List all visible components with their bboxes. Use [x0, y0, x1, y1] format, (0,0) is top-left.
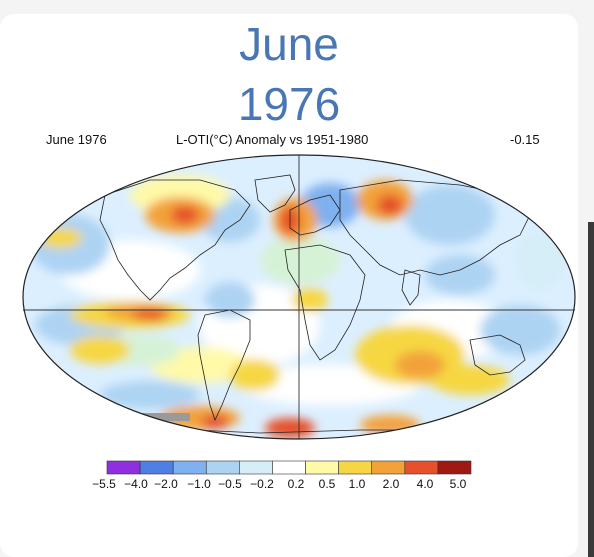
map-header-global-mean: -0.15	[510, 132, 540, 147]
map-header-description: L-OTI(°C) Anomaly vs 1951-1980	[176, 132, 369, 147]
colorbar-tick-label: −4.0	[124, 477, 148, 491]
colorbar-swatch	[305, 460, 339, 475]
colorbar-swatch	[272, 460, 306, 475]
colorbar-swatch	[139, 460, 174, 475]
colorbar-swatch	[205, 460, 240, 475]
colorbar-tick-label: 0.5	[319, 477, 336, 491]
colorbar-tick-label: 5.0	[450, 477, 467, 491]
colorbar-tick-label: 0.2	[288, 477, 305, 491]
colorbar-tick-label: −0.5	[218, 477, 242, 491]
globe-border	[22, 154, 576, 440]
colorbar-tick-label: −2.0	[154, 477, 178, 491]
colorbar-swatch	[371, 460, 406, 475]
colorbar-tick-label: 2.0	[383, 477, 400, 491]
anomaly-field	[23, 155, 575, 439]
map-header-date: June 1976	[46, 132, 107, 147]
color-scale-legend: −5.5 −4.0 −2.0 −1.0 −0.5 −0.2 0.2 0.5 1.0 2.0 4.0 5…	[92, 460, 472, 491]
colorbar-swatch	[437, 460, 472, 475]
colorbar-tick-label: 1.0	[349, 477, 366, 491]
title-year: 1976	[237, 78, 341, 130]
colorbar-swatch	[404, 460, 439, 475]
colorbar-swatch	[338, 460, 373, 475]
colorbar-swatch	[172, 460, 207, 475]
colorbar-tick-label: −0.2	[250, 477, 274, 491]
colorbar-tick-label: 4.0	[417, 477, 434, 491]
colorbar-swatch	[239, 460, 273, 475]
colorbar-swatch	[106, 460, 141, 475]
colorbar-tick-label: −1.0	[187, 477, 211, 491]
temperature-anomaly-map	[22, 154, 576, 440]
colorbar-tick-label: −5.5	[92, 477, 116, 491]
title-month: June	[239, 18, 339, 70]
scrollbar-edge	[588, 222, 594, 557]
